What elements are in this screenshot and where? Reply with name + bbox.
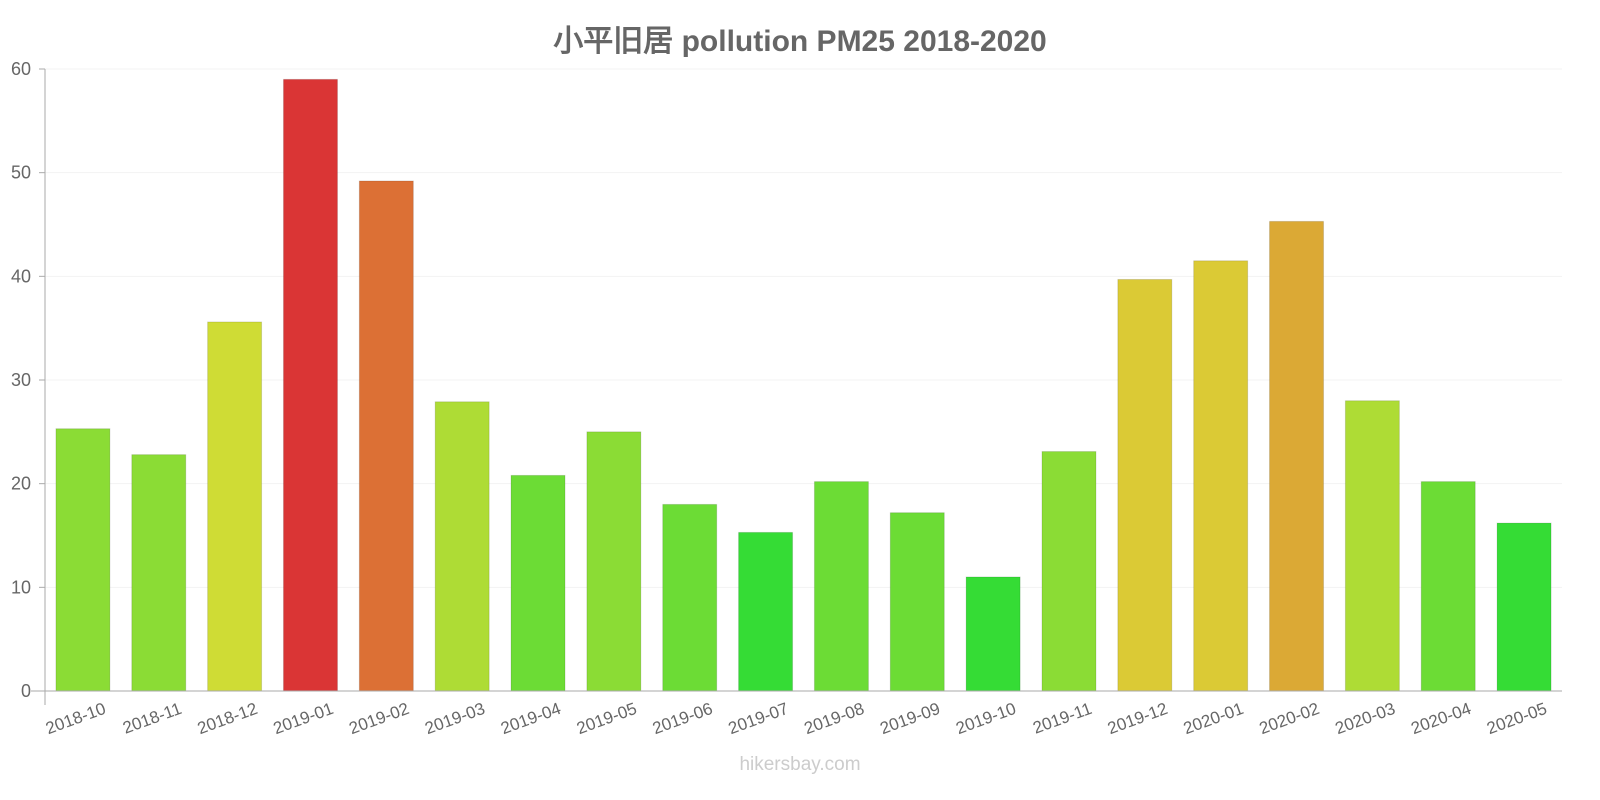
x-tick-label: 2019-12: [1105, 699, 1170, 738]
x-tick-label: 2018-11: [120, 699, 184, 738]
bar-2019-08[interactable]: [813, 481, 869, 692]
gridlines: [45, 68, 1562, 588]
x-tick-label: 2019-02: [347, 699, 412, 738]
bar-2018-10[interactable]: [55, 428, 111, 692]
y-tick-label: 20: [11, 474, 31, 494]
y-tick-label: 40: [11, 266, 31, 286]
bar-2019-12[interactable]: [1117, 278, 1173, 692]
x-tick-label: 2019-06: [650, 699, 715, 738]
x-tick-label: 2019-11: [1030, 699, 1094, 738]
bar-2020-02[interactable]: [1269, 220, 1325, 692]
x-tick-label: 2020-01: [1181, 699, 1246, 738]
x-tick-label: 2019-07: [726, 699, 791, 738]
x-tick-label: 2020-04: [1408, 699, 1473, 738]
chart-title: 小平旧居 pollution PM25 2018-2020: [553, 25, 1047, 58]
x-tick-label: 2018-12: [195, 699, 260, 738]
y-tick-label: 60: [11, 59, 31, 79]
bar-2020-01[interactable]: [1193, 260, 1249, 692]
x-tick-label: 2019-05: [574, 699, 639, 738]
bar-2020-04[interactable]: [1420, 481, 1476, 692]
x-tick-label: 2018-10: [43, 699, 108, 738]
x-tick-label: 2020-03: [1333, 699, 1398, 738]
bar-2020-05[interactable]: [1496, 522, 1552, 692]
y-tick-label: 30: [11, 370, 31, 390]
x-tick-label: 2019-09: [878, 699, 943, 738]
y-tick-label: 10: [11, 577, 31, 597]
bar-2018-11[interactable]: [131, 454, 187, 692]
x-tick-label: 2020-05: [1484, 699, 1549, 738]
x-tick-label: 2019-04: [498, 699, 563, 738]
x-tick-label: 2020-02: [1257, 699, 1322, 738]
bar-2018-12[interactable]: [207, 321, 263, 692]
watermark: hikersbay.com: [739, 754, 861, 775]
x-tick-label: 2019-03: [422, 699, 487, 738]
bar-2019-11[interactable]: [1041, 451, 1097, 692]
bar-2019-01[interactable]: [282, 78, 338, 692]
y-axis: 0 10 20 30 40 50 60: [11, 59, 46, 705]
bar-2019-10[interactable]: [965, 576, 1021, 692]
bar-2020-03[interactable]: [1344, 400, 1400, 692]
bar-2019-06[interactable]: [662, 503, 718, 692]
x-tick-label: 2019-10: [953, 699, 1018, 738]
bar-2019-09[interactable]: [889, 512, 945, 692]
x-tick-label: 2019-08: [802, 699, 867, 738]
bar-2019-04[interactable]: [510, 474, 566, 692]
bar-2019-02[interactable]: [358, 180, 414, 692]
bar-2019-07[interactable]: [738, 531, 794, 692]
y-tick-label: 0: [21, 681, 31, 701]
bar-2019-03[interactable]: [434, 401, 490, 692]
x-axis: 2018-10 2018-11 2018-12 2019-01 2019-02 2019-…: [31, 690, 1562, 738]
x-tick-label: 2019-01: [271, 699, 336, 738]
bars: [55, 78, 1552, 692]
y-tick-label: 50: [11, 163, 31, 183]
bar-2019-05[interactable]: [586, 431, 642, 692]
